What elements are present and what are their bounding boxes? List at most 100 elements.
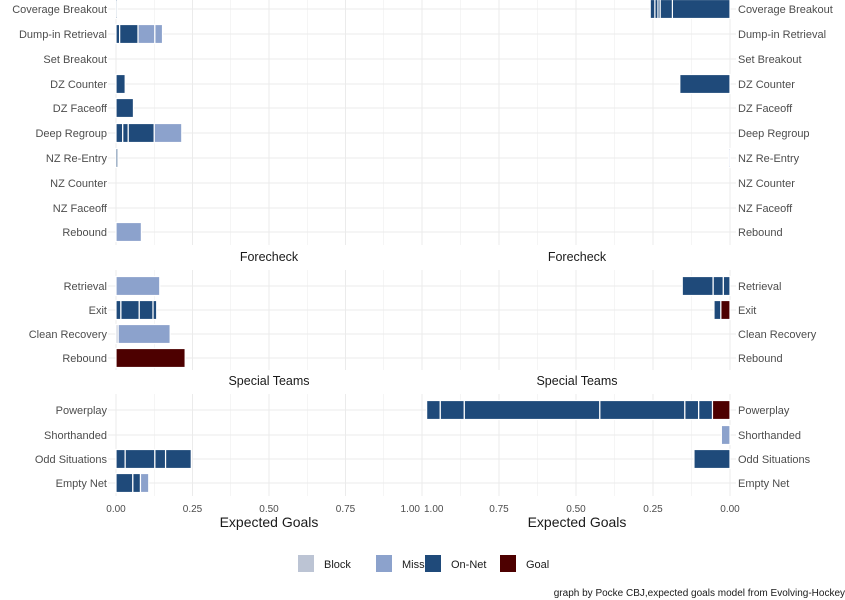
row-label-right: NZ Re-Entry (738, 153, 800, 165)
bar-segment-miss (154, 23, 164, 45)
bar-segment-on-net (679, 73, 731, 95)
row-label-left: Set Breakout (43, 54, 107, 66)
x-tick-left: 1.00 (401, 504, 421, 515)
bar-segment-on-net (122, 122, 129, 144)
row-label-right: Powerplay (738, 405, 790, 417)
legend-swatch-on-net (425, 555, 441, 572)
bar-segment-on-net (115, 147, 119, 169)
x-tick-left: 0.75 (336, 504, 356, 515)
row-label-left: Odd Situations (35, 454, 108, 466)
bar-segment-miss (115, 275, 161, 297)
bar-segment-on-net (599, 399, 686, 421)
row-label-right: DZ Counter (738, 79, 795, 91)
bar-segment-on-net (115, 448, 126, 470)
caption: graph by Pocke CBJ,expected goals model … (554, 588, 845, 599)
row-label-right: Coverage Breakout (738, 4, 833, 16)
bar-segment-goal (115, 347, 186, 369)
facet-strip-right: Forecheck (548, 250, 607, 264)
row-label-left: NZ Counter (50, 178, 107, 190)
bar-segment-goal (711, 399, 731, 421)
bar-segment-miss (115, 221, 142, 243)
bar-segment-on-net (115, 73, 126, 95)
row-label-left: Clean Recovery (29, 329, 108, 341)
legend-label: Miss (402, 559, 425, 571)
bar-segment-on-net (115, 299, 122, 321)
x-tick-right: 0.75 (489, 504, 509, 515)
row-label-left: Empty Net (56, 478, 107, 490)
row-label-right: Set Breakout (738, 54, 802, 66)
row-label-left: Exit (89, 305, 107, 317)
bar-segment-on-net (659, 0, 674, 20)
bar-segment-goal (720, 299, 731, 321)
x-tick-right: 0.25 (643, 504, 663, 515)
row-label-right: Exit (738, 305, 756, 317)
bar-segment-on-net (119, 23, 139, 45)
bar-segment-on-net (671, 0, 731, 20)
bar-segment-miss (153, 122, 183, 144)
row-label-left: NZ Re-Entry (46, 153, 108, 165)
row-label-right: Clean Recovery (738, 329, 817, 341)
bar-segment-on-net (697, 399, 714, 421)
bar-segment-miss (137, 23, 156, 45)
bar-segment-on-net (120, 299, 140, 321)
x-tick-left: 0.25 (183, 504, 203, 515)
legend-swatch-miss (376, 555, 392, 572)
legend: Block Miss On-Net Goal (298, 555, 549, 572)
row-label-right: Odd Situations (738, 454, 811, 466)
row-label-right: NZ Counter (738, 178, 795, 190)
bar-segment-on-net (127, 122, 155, 144)
bar-segment-on-net (152, 299, 158, 321)
row-label-right: Shorthanded (738, 430, 801, 442)
bar-segment-on-net (124, 448, 156, 470)
bar-segment-on-net (132, 472, 142, 494)
facet-strip-left: Forecheck (240, 250, 299, 264)
bar-segment-on-net (713, 299, 722, 321)
facet-strip-right: Special Teams (536, 374, 617, 388)
row-label-left: Shorthanded (44, 430, 107, 442)
bar-segment-on-net (154, 448, 167, 470)
row-label-right: Rebound (738, 353, 783, 365)
legend-label: Goal (526, 559, 549, 571)
bar-segment-on-net (463, 399, 601, 421)
row-label-left: Dump-in Retrieval (19, 29, 107, 41)
row-label-left: Powerplay (56, 405, 108, 417)
row-label-right: DZ Faceoff (738, 103, 793, 115)
legend-swatch-block (298, 555, 314, 572)
bar-segment-on-net (684, 399, 700, 421)
bar-segment-on-net (115, 0, 118, 20)
x-axis-title-left: Expected Goals (220, 514, 319, 530)
bar-segment-miss (139, 472, 150, 494)
x-tick-right: 1.00 (424, 504, 444, 515)
row-label-right: Retrieval (738, 281, 781, 293)
x-axis-title-right: Expected Goals (528, 514, 627, 530)
row-label-left: Deep Regroup (35, 128, 107, 140)
bar-segment-on-net (649, 0, 656, 20)
bar-segment-on-net (722, 275, 731, 297)
legend-label: Block (324, 559, 351, 571)
row-label-right: Deep Regroup (738, 128, 810, 140)
row-label-right: Empty Net (738, 478, 789, 490)
legend-swatch-goal (500, 555, 516, 572)
row-label-right: NZ Faceoff (738, 203, 793, 215)
bar-segment-on-net (164, 448, 192, 470)
row-label-left: DZ Faceoff (53, 103, 108, 115)
x-tick-left: 0.00 (106, 504, 126, 515)
bar-segment-on-net (115, 122, 124, 144)
bar-segment-miss (720, 424, 731, 446)
bar-segment-on-net (712, 275, 724, 297)
row-label-right: Rebound (738, 227, 783, 239)
facet-strip-left: Special Teams (228, 374, 309, 388)
bar-segment-on-net (693, 448, 731, 470)
row-label-right: Dump-in Retrieval (738, 29, 826, 41)
bar-segment-miss (117, 323, 171, 345)
row-label-left: NZ Faceoff (53, 203, 108, 215)
bar-segment-on-net (439, 399, 465, 421)
legend-label: On-Net (451, 559, 486, 571)
row-label-left: Coverage Breakout (12, 4, 107, 16)
x-tick-right: 0.50 (566, 504, 586, 515)
bar-segment-on-net (115, 472, 134, 494)
row-label-left: Rebound (62, 353, 107, 365)
row-label-left: DZ Counter (50, 79, 107, 91)
bar-segment-on-net (426, 399, 441, 421)
